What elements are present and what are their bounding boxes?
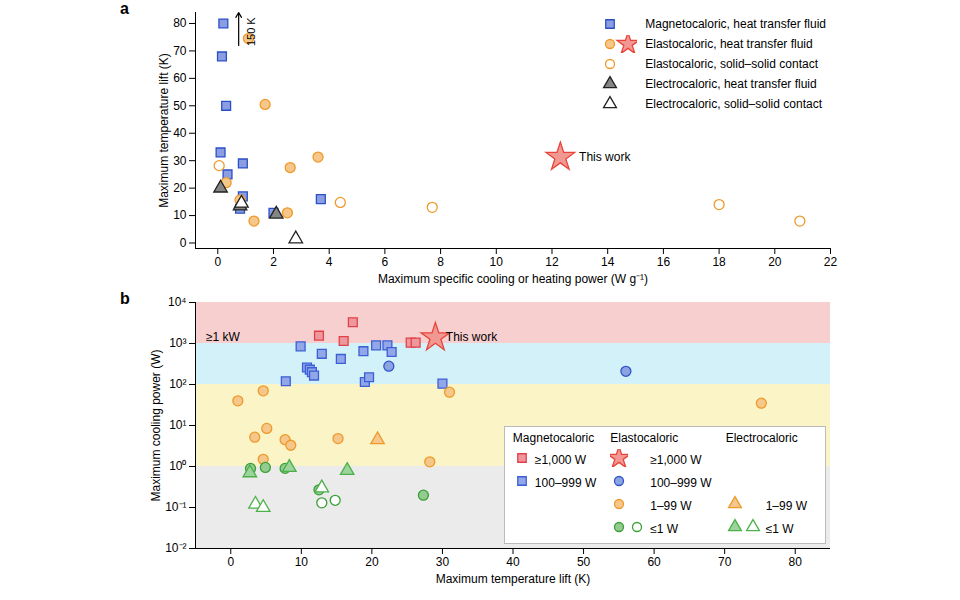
svg-text:10¹: 10¹ [169, 418, 186, 432]
svg-text:≥1 kW: ≥1 kW [206, 330, 241, 344]
svg-text:Maximum temperature lift (K): Maximum temperature lift (K) [157, 53, 171, 208]
html-text:Electrocaloric, heat transfer: Electrocaloric, heat transfer fluid [645, 77, 817, 91]
svg-text:This work: This work [579, 150, 631, 164]
svg-text:20: 20 [365, 555, 379, 569]
svg-text:14: 14 [601, 255, 615, 269]
html-text:Elastocaloric, solid–solid con: Elastocaloric, solid–solid contact [645, 57, 818, 71]
svg-text:70: 70 [718, 555, 732, 569]
html-text:Magnetocaloric, heat transfer: Magnetocaloric, heat transfer fluid [645, 17, 826, 31]
html-text:100–999 W: 100–999 W [534, 475, 597, 490]
svg-text:10⁴: 10⁴ [168, 295, 187, 309]
svg-text:10²: 10² [169, 377, 186, 391]
html-text:a: a [120, 0, 129, 17]
html-text:Electrocaloric: Electrocaloric [725, 431, 798, 445]
svg-text:16: 16 [657, 255, 671, 269]
svg-text:10: 10 [173, 208, 187, 222]
svg-text:12: 12 [545, 255, 559, 269]
html-text:Elastocaloric, heat transfer f: Elastocaloric, heat transfer fluid [645, 37, 813, 51]
svg-text:Maximum temperature lift (K): Maximum temperature lift (K) [436, 572, 591, 586]
svg-text:Maximum specific cooling or he: Maximum specific cooling or heating powe… [378, 272, 648, 286]
svg-text:2: 2 [270, 255, 277, 269]
svg-text:6: 6 [382, 255, 389, 269]
svg-text:50: 50 [577, 555, 591, 569]
svg-text:10: 10 [490, 255, 504, 269]
svg-text:18: 18 [712, 255, 726, 269]
svg-text:60: 60 [647, 555, 661, 569]
svg-text:22: 22 [824, 255, 838, 269]
svg-text:30: 30 [436, 555, 450, 569]
svg-text:10⁰: 10⁰ [169, 459, 186, 473]
svg-text:10: 10 [295, 555, 309, 569]
svg-text:10⁻²: 10⁻² [165, 541, 186, 555]
svg-text:Maximum cooling power (W): Maximum cooling power (W) [149, 349, 163, 501]
svg-text:80: 80 [789, 555, 803, 569]
html-text:b: b [120, 290, 130, 307]
svg-text:40: 40 [173, 126, 187, 140]
svg-text:0: 0 [227, 555, 234, 569]
html-text:1–99 W: 1–99 W [765, 498, 807, 513]
html-text:≤1 W: ≤1 W [650, 521, 679, 536]
svg-text:30: 30 [173, 154, 187, 168]
svg-text:40: 40 [506, 555, 520, 569]
html-text:Elastocaloric: Elastocaloric [610, 431, 679, 445]
svg-text:10⁻¹: 10⁻¹ [165, 500, 186, 514]
svg-text:80: 80 [173, 16, 187, 30]
html-text:≥1,000 W: ≥1,000 W [534, 452, 587, 467]
svg-text:This work: This work [446, 330, 498, 344]
svg-text:150 K: 150 K [245, 17, 257, 46]
svg-text:70: 70 [173, 44, 187, 58]
html-text:≤1 W: ≤1 W [765, 521, 794, 536]
html-text:Magnetocaloric: Magnetocaloric [512, 431, 595, 445]
html-text:≥1,000 W: ≥1,000 W [650, 452, 702, 467]
svg-text:20: 20 [768, 255, 782, 269]
svg-text:0: 0 [214, 255, 221, 269]
svg-text:50: 50 [173, 99, 187, 113]
html-text:Electrocaloric, solid–solid co: Electrocaloric, solid–solid contact [645, 97, 822, 111]
svg-text:60: 60 [173, 71, 187, 85]
html-text:1–99 W: 1–99 W [650, 498, 692, 513]
svg-text:4: 4 [326, 255, 333, 269]
html-text:100–999 W: 100–999 W [650, 475, 712, 490]
svg-text:20: 20 [173, 181, 187, 195]
svg-text:8: 8 [437, 255, 444, 269]
svg-text:0: 0 [180, 236, 187, 250]
svg-text:10³: 10³ [169, 336, 186, 350]
